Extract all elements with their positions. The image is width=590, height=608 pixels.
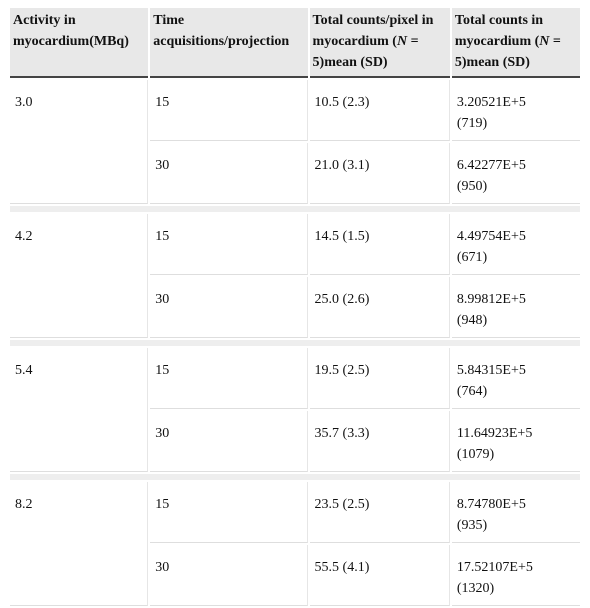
table-row: 30 35.7 (3.3) 11.64923E+5 (1079) xyxy=(10,411,580,472)
counts-per-pixel-cell: 14.5 (1.5) xyxy=(309,214,450,275)
group-spacer xyxy=(10,340,580,346)
total-counts-cell: 3.20521E+5 (719) xyxy=(451,80,580,141)
total-counts-cell: 4.49754E+5 (671) xyxy=(451,214,580,275)
group-spacer xyxy=(10,206,580,212)
total-counts-cell: 8.99812E+5 (948) xyxy=(451,277,580,338)
activity-cell: 3.0 xyxy=(10,80,149,204)
data-table: Activity in myocardium(MBq) Time acquisi… xyxy=(8,6,582,608)
counts-per-pixel-cell: 21.0 (3.1) xyxy=(309,143,450,204)
table-row: 30 25.0 (2.6) 8.99812E+5 (948) xyxy=(10,277,580,338)
table-row: 8.2 15 23.5 (2.5) 8.74780E+5 (935) xyxy=(10,482,580,606)
header-time: Time acquisitions/projection xyxy=(150,8,308,78)
header-row: Activity in myocardium(MBq) Time acquisi… xyxy=(10,8,580,78)
time-cell: 15 xyxy=(150,80,308,141)
counts-per-pixel-cell: 23.5 (2.5) xyxy=(309,482,450,543)
header-counts-per-pixel: Total counts/pixel in myocardium (N = 5)… xyxy=(309,8,450,78)
table-row: 30 21.0 (3.1) 6.42277E+5 (950) xyxy=(10,143,580,204)
counts-per-pixel-cell: 10.5 (2.3) xyxy=(309,80,450,141)
activity-cell: 5.4 xyxy=(10,348,149,472)
time-cell: 30 xyxy=(150,143,308,204)
header-total-counts: Total counts in myocardium (N = 5)mean (… xyxy=(451,8,580,78)
time-cell: 15 xyxy=(150,482,308,543)
activity-cell: 4.2 xyxy=(10,214,149,338)
table-row: 4.2 15 14.5 (1.5) 4.49754E+5 (671) xyxy=(10,214,580,338)
counts-per-pixel-cell: 25.0 (2.6) xyxy=(309,277,450,338)
time-cell: 15 xyxy=(150,214,308,275)
total-counts-cell: 8.74780E+5 (935) xyxy=(451,482,580,543)
total-counts-cell: 6.42277E+5 (950) xyxy=(451,143,580,204)
total-counts-cell: 11.64923E+5 (1079) xyxy=(451,411,580,472)
time-cell: 15 xyxy=(150,348,308,409)
counts-per-pixel-cell: 35.7 (3.3) xyxy=(309,411,450,472)
counts-per-pixel-cell: 19.5 (2.5) xyxy=(309,348,450,409)
time-cell: 30 xyxy=(150,545,308,606)
table-row: 5.4 15 19.5 (2.5) 5.84315E+5 (764) xyxy=(10,348,580,472)
group-spacer xyxy=(10,474,580,480)
header-activity: Activity in myocardium(MBq) xyxy=(10,8,149,78)
total-counts-cell: 17.52107E+5 (1320) xyxy=(451,545,580,606)
total-counts-cell: 5.84315E+5 (764) xyxy=(451,348,580,409)
counts-per-pixel-cell: 55.5 (4.1) xyxy=(309,545,450,606)
time-cell: 30 xyxy=(150,411,308,472)
activity-cell: 8.2 xyxy=(10,482,149,606)
table-row: 3.0 15 10.5 (2.3) 3.20521E+5 (719) xyxy=(10,80,580,204)
time-cell: 30 xyxy=(150,277,308,338)
table-body: 3.0 15 10.5 (2.3) 3.20521E+5 (719) 30 21.… xyxy=(10,80,580,606)
